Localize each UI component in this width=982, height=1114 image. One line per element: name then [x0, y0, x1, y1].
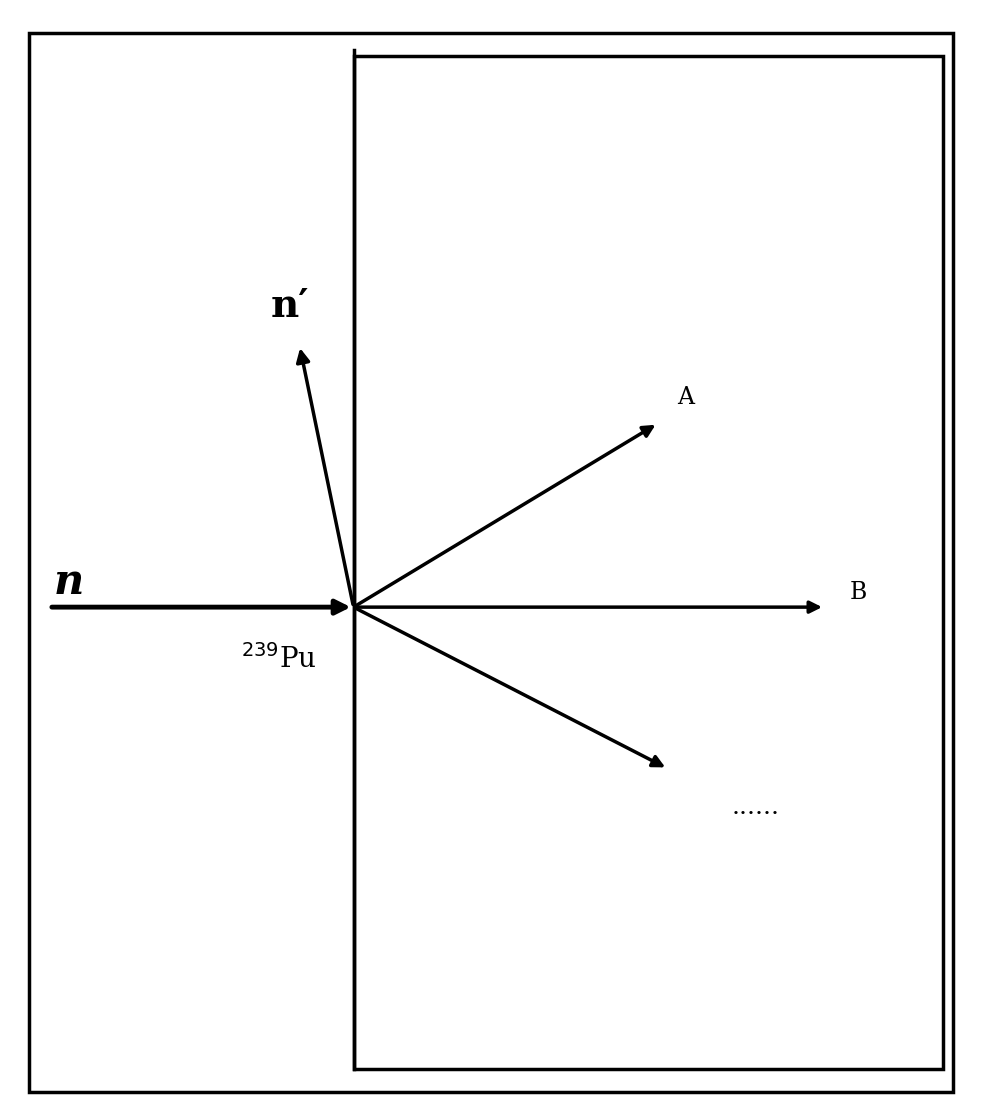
- Text: $^{239}$Pu: $^{239}$Pu: [241, 645, 316, 674]
- Text: n′: n′: [270, 287, 309, 325]
- Bar: [354, 56, 943, 1069]
- Text: B: B: [849, 582, 867, 604]
- Text: n: n: [54, 560, 83, 603]
- Text: ......: ......: [732, 797, 780, 819]
- Text: A: A: [678, 387, 694, 409]
